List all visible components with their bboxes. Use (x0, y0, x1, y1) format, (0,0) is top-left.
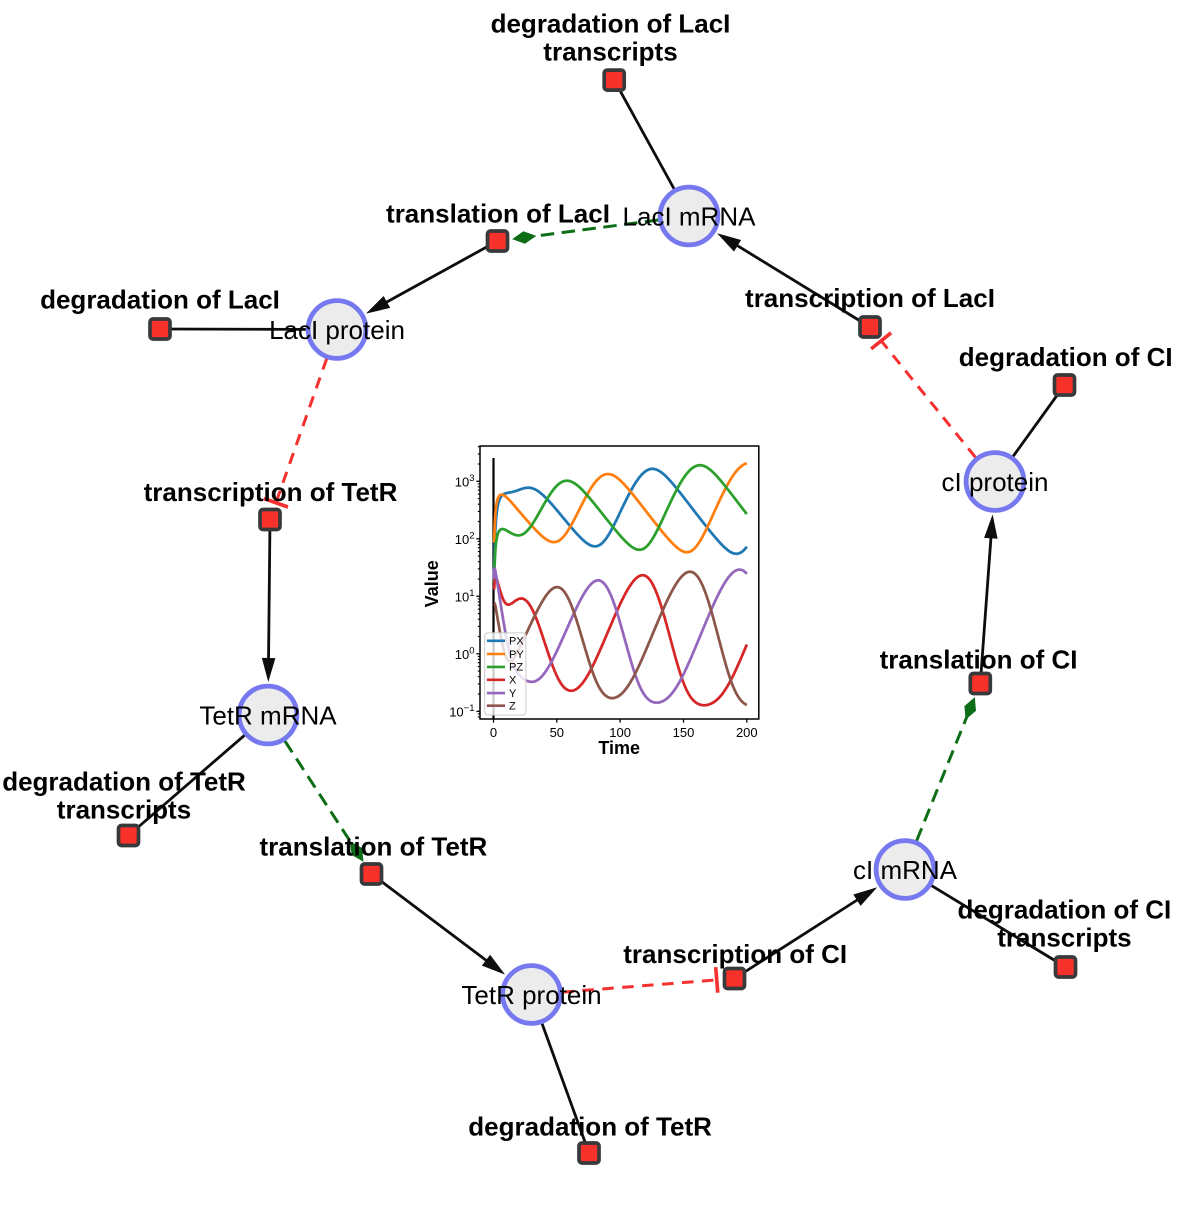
svg-text:transcripts: transcripts (997, 923, 1131, 953)
svg-text:100: 100 (609, 725, 631, 740)
svg-text:transcription of TetR: transcription of TetR (144, 477, 398, 507)
svg-text:PZ: PZ (509, 662, 523, 674)
svg-text:degradation of CI: degradation of CI (959, 342, 1173, 372)
svg-text:0: 0 (490, 725, 497, 740)
svg-text:Y: Y (509, 688, 517, 700)
svg-text:degradation of TetR: degradation of TetR (2, 766, 246, 796)
svg-text:200: 200 (736, 725, 758, 740)
svg-text:degradation of LacI: degradation of LacI (40, 285, 280, 315)
svg-text:transcription of CI: transcription of CI (623, 939, 847, 969)
svg-text:LacI mRNA: LacI mRNA (623, 201, 757, 231)
svg-text:PX: PX (509, 636, 524, 648)
svg-text:50: 50 (550, 725, 564, 740)
svg-text:Time: Time (598, 738, 640, 758)
svg-text:degradation of TetR: degradation of TetR (468, 1112, 712, 1142)
svg-text:X: X (509, 675, 517, 687)
svg-text:150: 150 (673, 725, 695, 740)
svg-text:translation of LacI: translation of LacI (386, 198, 610, 228)
svg-text:degradation of LacI: degradation of LacI (491, 9, 731, 39)
svg-text:cI protein: cI protein (942, 467, 1049, 497)
svg-text:Value: Value (422, 560, 442, 607)
svg-text:translation of CI: translation of CI (880, 644, 1078, 674)
svg-text:TetR mRNA: TetR mRNA (199, 700, 337, 730)
svg-text:transcription of LacI: transcription of LacI (745, 283, 995, 313)
svg-text:translation of TetR: translation of TetR (260, 832, 488, 862)
svg-text:cI mRNA: cI mRNA (853, 855, 958, 885)
svg-text:PY: PY (509, 649, 524, 661)
svg-text:LacI protein: LacI protein (269, 315, 405, 345)
svg-text:TetR protein: TetR protein (461, 980, 601, 1010)
svg-text:transcripts: transcripts (57, 795, 191, 825)
svg-text:degradation of CI: degradation of CI (958, 895, 1172, 925)
svg-text:Z: Z (509, 701, 516, 713)
svg-text:transcripts: transcripts (543, 37, 677, 67)
